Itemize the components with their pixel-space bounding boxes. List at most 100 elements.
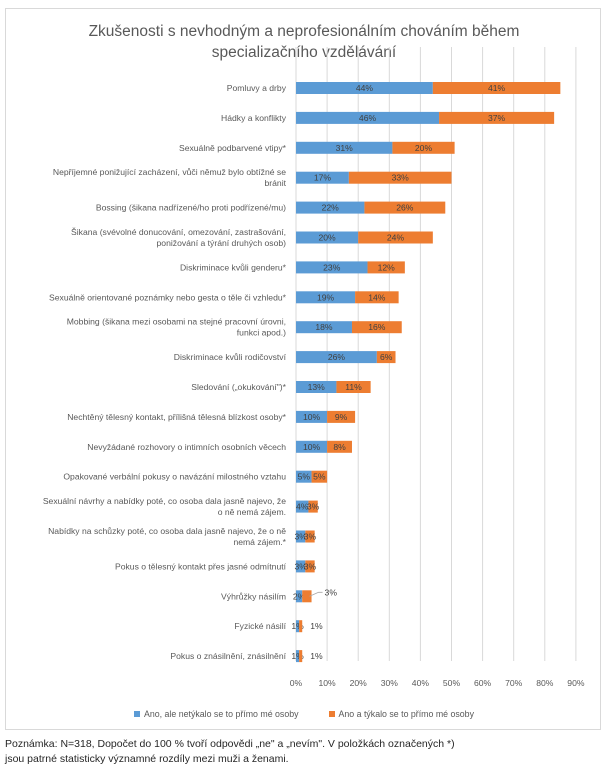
bar-direct[interactable] <box>358 231 433 244</box>
category-label: Nabídky na schůzky poté, co osoba dala j… <box>48 526 287 547</box>
legend-item-direct[interactable]: Ano a týkalo se to přímo mé osoby <box>328 709 474 719</box>
bar-indirect[interactable] <box>296 141 393 154</box>
data-label: 3% <box>307 502 320 512</box>
data-label: 4% <box>296 502 309 512</box>
data-label: 37% <box>488 113 506 123</box>
bar-direct[interactable] <box>355 291 399 304</box>
data-label: 17% <box>314 173 332 183</box>
bar-indirect[interactable] <box>296 261 368 274</box>
bar-direct[interactable] <box>327 410 356 423</box>
chart-title-line-1: Zkušenosti s nevhodným a neprofesionální… <box>88 23 520 40</box>
data-label: 20% <box>318 233 336 243</box>
data-label: 14% <box>368 292 386 302</box>
bar-indirect[interactable] <box>296 201 365 214</box>
bar-direct[interactable] <box>308 500 318 513</box>
category-labels: Pomluvy a drby Hádky a konflikty Sexuálně … <box>43 83 287 661</box>
data-label: 18% <box>315 322 333 332</box>
footnote: Poznámka: N=318, Dopočet do 100 % tvoří … <box>5 737 605 767</box>
bars: 44% 41% 46% 37% 31% 20% 17% 33% 22% 26% 20% 24% 23% 1… <box>291 82 561 663</box>
category-label: Pomluvy a drby <box>227 83 287 93</box>
category-label: Sexuálně orientované poznámky nebo gesta… <box>49 292 287 302</box>
x-tick-label: 90% <box>567 678 585 688</box>
category-label: Diskriminace kvůli rodičovství <box>174 352 287 362</box>
bar-indirect[interactable] <box>296 381 337 393</box>
bar-direct[interactable] <box>432 82 561 94</box>
category-label: Nechtěný tělesný kontakt, přílišná těles… <box>67 412 286 422</box>
bar-direct[interactable] <box>364 201 446 214</box>
category-label: Sexuální návrhy a nabídky poté, co osoba… <box>43 496 286 517</box>
category-label: Mobbing (šikana mezi osobami na stejné p… <box>67 317 286 338</box>
data-label: 6% <box>380 352 393 362</box>
bar-direct[interactable] <box>327 440 352 453</box>
data-label: 23% <box>323 262 341 272</box>
legend-swatch-blue <box>134 711 140 717</box>
data-label: 1% <box>291 651 304 661</box>
bar-direct[interactable] <box>439 111 555 124</box>
bar-direct[interactable] <box>305 560 315 573</box>
bar-indirect[interactable] <box>296 560 306 573</box>
category-label: Šikana (svévolné donucování, omezování, … <box>71 227 286 248</box>
legend-label: Ano, ale netýkalo se to přímo mé osoby <box>144 709 299 719</box>
bar-indirect[interactable] <box>296 590 303 603</box>
data-label: 1% <box>291 621 304 631</box>
plot-area: 44% 41% 46% 37% 31% 20% 17% 33% 22% 26% 20% 24% 23% 1… <box>43 47 585 688</box>
data-label: 10% <box>303 442 321 452</box>
bar-indirect[interactable] <box>296 111 440 124</box>
bar-indirect[interactable] <box>296 410 328 423</box>
category-label: Sexuálně podbarvené vtipy* <box>179 143 287 153</box>
bar-indirect[interactable] <box>296 82 433 94</box>
legend-item-indirect[interactable]: Ano, ale netýkalo se to přímo mé osoby <box>134 709 299 719</box>
x-tick-label: 20% <box>350 678 368 688</box>
x-tick-label: 50% <box>443 678 461 688</box>
data-label: 5% <box>298 472 311 482</box>
bar-indirect[interactable] <box>296 440 328 453</box>
data-label: 3% <box>325 587 338 597</box>
bar-direct[interactable] <box>348 171 452 184</box>
category-label: Bossing (šikana nadřízené/ho proti podří… <box>96 203 286 213</box>
bar-direct[interactable] <box>351 321 402 334</box>
bar-direct[interactable] <box>299 620 303 633</box>
bar-direct[interactable] <box>305 530 315 543</box>
category-label: Nevyžádané rozhovory o intimních osobníc… <box>87 442 286 452</box>
data-label: 1% <box>310 651 323 661</box>
bar-indirect[interactable] <box>296 291 356 304</box>
category-label: Opakované verbální pokusy o navázání mil… <box>63 472 286 482</box>
bar-direct[interactable] <box>376 351 396 364</box>
category-label: Hádky a konflikty <box>221 113 287 123</box>
data-label: 22% <box>322 203 340 213</box>
bar-indirect[interactable] <box>296 470 312 483</box>
bar-direct[interactable] <box>311 470 328 483</box>
category-label: Diskriminace kvůli genderu* <box>180 262 287 272</box>
category-label: Pokus o znásilnění, znásilnění <box>170 651 286 661</box>
x-tick-label: 30% <box>381 678 399 688</box>
data-label: 1% <box>310 621 323 631</box>
bar-indirect[interactable] <box>296 231 359 244</box>
data-label: 26% <box>396 203 414 213</box>
data-label: 41% <box>488 83 506 93</box>
bar-direct[interactable] <box>299 650 303 663</box>
bar-indirect[interactable] <box>296 171 349 184</box>
data-label: 2% <box>293 591 306 601</box>
bar-direct[interactable] <box>392 141 455 154</box>
data-label: 33% <box>392 173 410 183</box>
bar-direct[interactable] <box>367 261 405 274</box>
bar-indirect[interactable] <box>296 650 300 663</box>
bar-indirect[interactable] <box>296 321 352 334</box>
data-label: 8% <box>333 442 346 452</box>
data-label: 11% <box>345 382 362 392</box>
bar-direct[interactable] <box>336 381 371 393</box>
bar-indirect[interactable] <box>296 530 306 543</box>
x-tick-label: 40% <box>412 678 430 688</box>
bar-indirect[interactable] <box>296 351 377 364</box>
bar-direct[interactable] <box>302 590 312 603</box>
x-tick-label: 80% <box>536 678 554 688</box>
x-tick-label: 60% <box>474 678 492 688</box>
footnote-line-1: Poznámka: N=318, Dopočet do 100 % tvoří … <box>5 738 455 750</box>
bar-indirect[interactable] <box>296 500 309 513</box>
data-label: 44% <box>356 83 374 93</box>
bar-indirect[interactable] <box>296 620 300 633</box>
legend-swatch-orange <box>328 711 335 717</box>
data-label: 3% <box>294 532 307 542</box>
x-axis-ticks: 0% 10% 20% 30% 40% 50% 60% 70% 80% 90% <box>290 678 585 688</box>
x-tick-label: 10% <box>318 678 336 688</box>
